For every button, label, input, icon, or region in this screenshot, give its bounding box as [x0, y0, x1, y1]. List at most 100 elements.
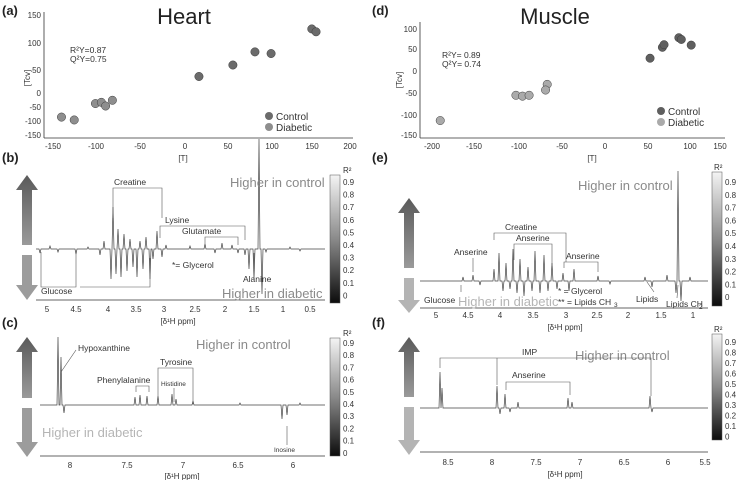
xtick-a: 200 — [343, 142, 357, 151]
annotation-label: Anserine — [516, 233, 550, 243]
spectrum-line-b — [36, 138, 325, 295]
xticks-d: -200 -150 -100 -50 0 50 100 150 — [424, 142, 727, 151]
annotation-creatine-e: Creatine — [493, 222, 567, 262]
colorbar-tick: 0.8 — [343, 351, 355, 360]
colorbar-f: R² 0.9 0.80.7 0.60.5 0.40.3 0.20.1 0 — [711, 325, 737, 442]
ytick-d: 0 — [413, 67, 418, 76]
colorbar-tick: 0.3 — [725, 401, 737, 410]
ytick-d: -150 — [401, 131, 418, 140]
colorbar-tick: 0.9 — [725, 178, 737, 187]
xtick-a: 50 — [224, 142, 233, 151]
legend-swatch-control-d — [657, 107, 665, 115]
higher-in-control-f: Higher in control — [575, 348, 670, 363]
scatter-point-diabetic — [524, 90, 534, 100]
xtick-b: 4.5 — [70, 305, 82, 314]
annotation-glucose-e: Glucose — [424, 285, 462, 305]
legend-label-diabetic-d: Diabetic — [668, 118, 704, 129]
yticks-d: 100 50 0 -50 -100 -150 — [401, 25, 418, 140]
annotation-label: Glutamate — [182, 226, 221, 236]
stat-q2-d: Q²Y= 0.74 — [442, 59, 481, 69]
xtick-f: 6.5 — [618, 458, 630, 467]
stat-r2-d: R²Y= 0.89 — [442, 50, 481, 60]
scatter-point-control — [676, 35, 686, 44]
annotation-label: Anserine — [454, 247, 488, 257]
ytick-a: 100 — [28, 39, 42, 48]
colorbar-tick: 0.5 — [343, 388, 355, 397]
ytick-d: 50 — [408, 45, 417, 54]
lipids-footnote-e: ** = Lipids CH — [558, 297, 611, 307]
xtick-b: 1.5 — [248, 305, 260, 314]
colorbar-b: R² 0.9 0.8 0.7 0.6 0.5 0.4 0.3 0.2 0.1 0 — [329, 166, 355, 304]
xtick-c: 8 — [68, 461, 73, 470]
colorbar-tick: 0 — [725, 433, 730, 442]
panel-letter-d: (d) — [372, 3, 389, 18]
ytick-a: -100 — [25, 117, 42, 126]
annotation-hypoxanthine-c: Hypoxanthine — [60, 343, 130, 373]
higher-in-control-e: Higher in control — [578, 178, 673, 193]
updown-arrow-icon — [398, 198, 420, 313]
scatter-point-control — [645, 53, 655, 63]
scatter-point-control — [686, 40, 696, 50]
scatter-point-control — [194, 72, 204, 81]
ytick-a: -50 — [29, 103, 41, 112]
colorbar-tick: 0.7 — [343, 203, 355, 212]
xtick-a: -100 — [88, 142, 105, 151]
annotation-phenylalanine-c: Phenylalanine — [97, 375, 151, 392]
legend-swatch-diabetic-a — [265, 123, 273, 131]
scatter-point-diabetic — [541, 85, 551, 95]
scatter-point-diabetic — [57, 112, 66, 122]
colorbar-tick: 0.4 — [343, 241, 355, 250]
annotation-imp-f: IMP — [439, 347, 652, 396]
annotation-label: Creatine — [505, 222, 537, 232]
glycerol-footnote-b: *= Glycerol — [172, 260, 214, 270]
scatter-point-diabetic — [107, 95, 117, 105]
colorbar-tick: 0.7 — [725, 359, 737, 368]
colorbar-e: R² 0.9 0.8 0.7 0.6 0.5 0.4 0.3 0.2 0.1 0 — [711, 163, 737, 307]
xtick-e: 1.5 — [655, 311, 667, 320]
panel-letter-f: (f) — [372, 315, 385, 330]
ytick-d: -50 — [405, 89, 417, 98]
xlabel-d: [T] — [587, 154, 596, 163]
scatter-point-control — [250, 47, 260, 57]
xtick-b: 3 — [162, 305, 167, 314]
xtick-c: 6.5 — [232, 461, 244, 470]
higher-in-control-c: Higher in control — [196, 337, 291, 352]
colorbar-tick: 0.1 — [725, 280, 737, 289]
colorbar-tick: 0.9 — [725, 338, 737, 347]
xtick-f: 8 — [490, 458, 495, 467]
xlabel-b: [δ¹H ppm] — [160, 317, 195, 326]
ytick-a: 0 — [37, 89, 42, 98]
colorbar-tick: 0 — [343, 449, 348, 458]
scatter-point-diabetic — [69, 115, 79, 125]
xtick-d: 50 — [644, 142, 653, 151]
colorbar-tick: 0.9 — [343, 178, 355, 187]
colorbar-tick: 0.7 — [725, 204, 737, 213]
annotation-label: Lipids — [636, 294, 658, 304]
colorbar-tick: 0 — [343, 291, 348, 300]
annotation-label: IMP — [522, 347, 537, 357]
xtick-e: 3 — [564, 311, 569, 320]
colorbar-tick: 0.2 — [725, 268, 737, 277]
colorbar-tick: 0.3 — [725, 255, 737, 264]
scatter-point-control — [228, 60, 238, 70]
colorbar-tick: 0.8 — [725, 191, 737, 200]
annotation-anserine-3-e: Anserine — [563, 251, 600, 272]
xtick-e: 4 — [498, 311, 503, 320]
points-d — [435, 33, 696, 126]
xticks-a: -150 -100 -50 0 50 100 150 200 — [45, 142, 357, 151]
xtick-d: -100 — [511, 142, 528, 151]
annotation-glutamate-b: Glutamate — [182, 226, 239, 245]
annotation-label: Glucose — [41, 286, 72, 296]
colorbar-tick: 0.5 — [725, 229, 737, 238]
annotation-label: Tyrosine — [160, 357, 192, 367]
yticks-a: 150 100 50 0 -50 -100 -150 — [25, 11, 42, 140]
xtick-e: 5 — [434, 311, 439, 320]
xticks-c: 8 7.5 7 6.5 6 — [68, 461, 296, 470]
xtick-b: 5 — [45, 305, 50, 314]
colorbar-tick: 0.1 — [343, 437, 355, 446]
annotation-creatine-b: Creatine — [112, 177, 163, 218]
colorbar-c: R² 0.9 0.8 0.7 0.6 0.5 0.4 0.3 0.2 0.1 0 — [329, 329, 355, 458]
colorbar-tick: 0.2 — [725, 412, 737, 421]
xtick-a: -150 — [45, 142, 62, 151]
annotation-label: Lipids CH — [666, 299, 703, 309]
